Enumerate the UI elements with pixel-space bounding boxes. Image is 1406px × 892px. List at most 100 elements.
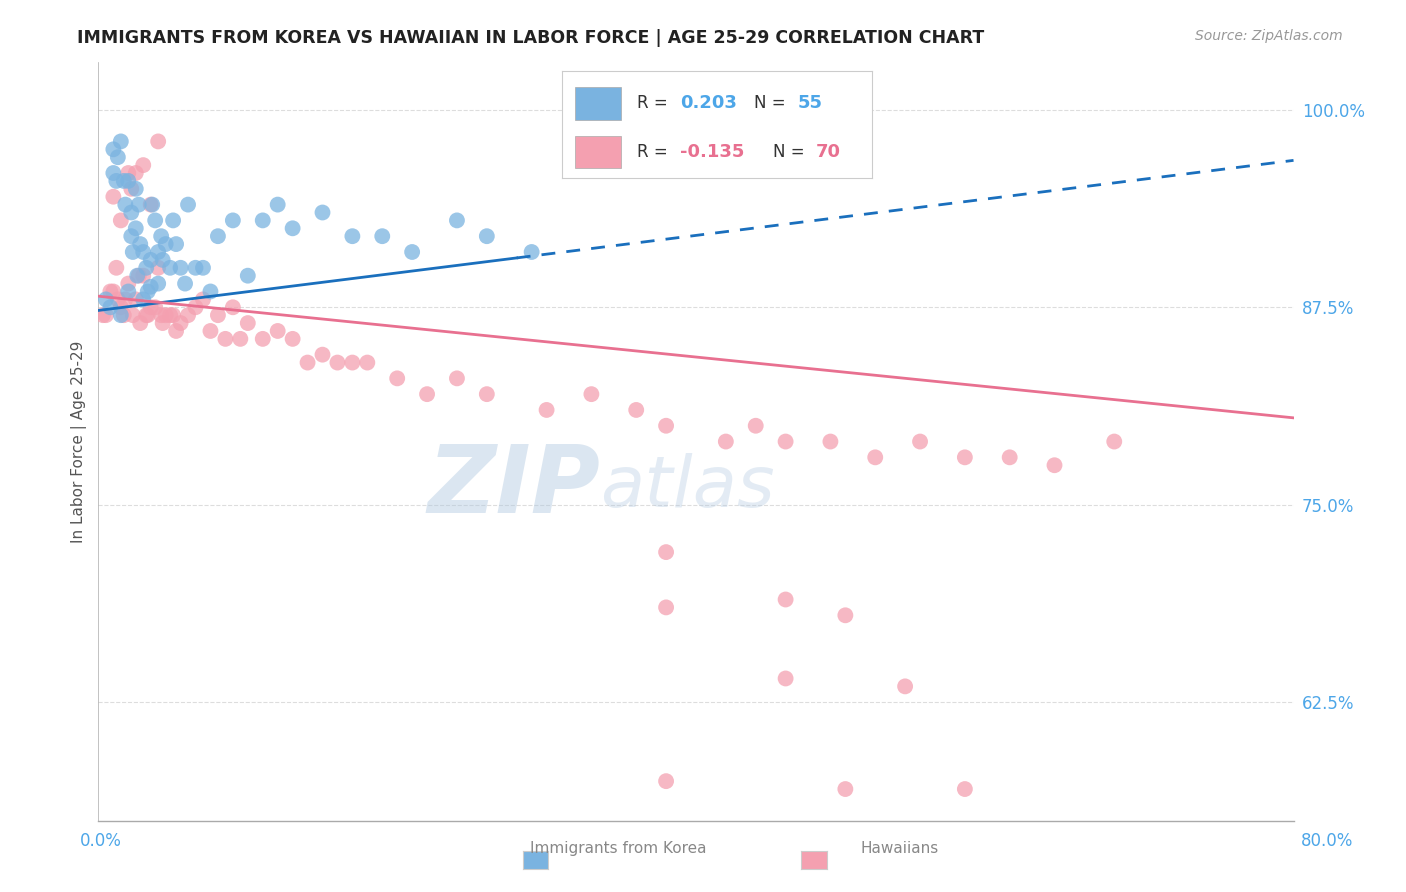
Point bbox=[114, 197, 136, 211]
Point bbox=[162, 213, 184, 227]
Point bbox=[103, 142, 125, 156]
Point bbox=[155, 237, 177, 252]
Point bbox=[141, 197, 163, 211]
Text: Source: ZipAtlas.com: Source: ZipAtlas.com bbox=[1195, 29, 1343, 43]
Point bbox=[834, 608, 856, 623]
Point bbox=[132, 244, 155, 259]
Point bbox=[311, 348, 333, 362]
Point bbox=[655, 600, 678, 615]
Point bbox=[475, 229, 498, 244]
Point bbox=[110, 135, 132, 149]
Point bbox=[184, 260, 207, 275]
Point bbox=[136, 285, 159, 299]
Point bbox=[311, 205, 333, 219]
Point bbox=[222, 213, 245, 227]
Point bbox=[214, 332, 236, 346]
Text: N =: N = bbox=[754, 95, 792, 112]
Text: IMMIGRANTS FROM KOREA VS HAWAIIAN IN LABOR FORCE | AGE 25-29 CORRELATION CHART: IMMIGRANTS FROM KOREA VS HAWAIIAN IN LAB… bbox=[77, 29, 984, 46]
Point bbox=[834, 782, 856, 797]
Point bbox=[267, 197, 290, 211]
Text: 0.0%: 0.0% bbox=[80, 831, 122, 849]
Point bbox=[165, 324, 187, 338]
FancyBboxPatch shape bbox=[575, 136, 621, 168]
Point bbox=[135, 260, 157, 275]
Point bbox=[135, 308, 157, 322]
Point bbox=[865, 450, 887, 465]
Point bbox=[132, 158, 155, 172]
Point bbox=[125, 182, 148, 196]
Point bbox=[132, 293, 155, 307]
Point bbox=[94, 293, 117, 307]
Point bbox=[155, 308, 177, 322]
Point bbox=[184, 300, 207, 314]
Point bbox=[953, 782, 976, 797]
Point bbox=[536, 403, 558, 417]
Point bbox=[120, 229, 142, 244]
Point bbox=[446, 213, 468, 227]
Point bbox=[143, 213, 166, 227]
Point bbox=[655, 418, 678, 433]
Point bbox=[581, 387, 603, 401]
Point bbox=[105, 260, 128, 275]
Point bbox=[139, 300, 162, 314]
Point bbox=[1043, 458, 1066, 473]
Text: 80.0%: 80.0% bbox=[1301, 831, 1354, 849]
Text: ZIP: ZIP bbox=[427, 441, 600, 533]
Point bbox=[127, 268, 149, 283]
Point bbox=[103, 285, 125, 299]
Point bbox=[107, 150, 129, 164]
Point bbox=[191, 293, 214, 307]
Point bbox=[121, 308, 143, 322]
Text: N =: N = bbox=[773, 143, 810, 161]
Point bbox=[128, 197, 150, 211]
Text: atlas: atlas bbox=[600, 452, 775, 522]
Point bbox=[98, 285, 122, 299]
Point bbox=[236, 268, 259, 283]
Text: -0.135: -0.135 bbox=[681, 143, 744, 161]
Point bbox=[129, 316, 152, 330]
Point bbox=[112, 174, 135, 188]
Point bbox=[416, 387, 439, 401]
Point bbox=[297, 355, 319, 369]
Point bbox=[136, 308, 159, 322]
Point bbox=[110, 308, 132, 322]
Text: 70: 70 bbox=[815, 143, 841, 161]
Point bbox=[117, 174, 139, 188]
Point bbox=[177, 308, 200, 322]
Point bbox=[125, 166, 148, 180]
Text: 55: 55 bbox=[797, 95, 823, 112]
Point bbox=[128, 268, 150, 283]
Point bbox=[117, 285, 139, 299]
Point bbox=[236, 316, 259, 330]
Point bbox=[200, 285, 222, 299]
Point bbox=[139, 252, 162, 267]
Point bbox=[143, 300, 166, 314]
Point bbox=[150, 308, 173, 322]
Point bbox=[174, 277, 197, 291]
Point bbox=[894, 679, 917, 693]
Point bbox=[626, 403, 648, 417]
Y-axis label: In Labor Force | Age 25-29: In Labor Force | Age 25-29 bbox=[72, 341, 87, 542]
Point bbox=[150, 229, 173, 244]
Point bbox=[207, 229, 229, 244]
Point bbox=[103, 190, 125, 204]
Text: Immigrants from Korea: Immigrants from Korea bbox=[530, 841, 707, 856]
Point bbox=[148, 244, 170, 259]
Point bbox=[401, 244, 423, 259]
Point bbox=[714, 434, 737, 449]
Point bbox=[112, 308, 135, 322]
Point bbox=[200, 324, 222, 338]
Point bbox=[105, 174, 128, 188]
Point bbox=[148, 277, 170, 291]
Point bbox=[107, 293, 129, 307]
Point bbox=[222, 300, 245, 314]
Point bbox=[91, 308, 114, 322]
Point bbox=[125, 221, 148, 235]
Point bbox=[775, 592, 797, 607]
Point bbox=[139, 197, 162, 211]
Point bbox=[162, 308, 184, 322]
Point bbox=[342, 229, 364, 244]
Point bbox=[152, 316, 174, 330]
Point bbox=[114, 293, 136, 307]
Point bbox=[1104, 434, 1126, 449]
